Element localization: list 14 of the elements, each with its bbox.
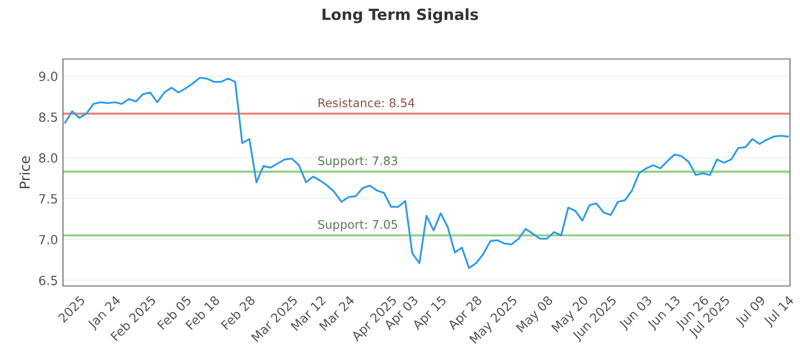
- y-axis-title: Price: [19, 156, 30, 188]
- y-tick-label: 9.0: [39, 72, 58, 82]
- ref-line-label: Support: 7.05: [318, 220, 398, 232]
- ref-line-label: Resistance: 8.54: [318, 98, 414, 108]
- x-tick-label: Jul 14: [762, 294, 796, 328]
- y-tick-label: 6.5: [39, 276, 58, 286]
- y-tick-label: 7.5: [39, 194, 58, 204]
- x-tick-label: Feb 28: [220, 294, 256, 330]
- line-series: [64, 76, 789, 269]
- chart-title: Long Term Signals: [322, 8, 478, 24]
- y-tick-label: 8.0: [39, 153, 58, 163]
- y-tick-label: 8.5: [39, 112, 58, 122]
- ref-line-label: Support: 7.83: [318, 156, 398, 168]
- y-tick-label: 7.0: [39, 234, 58, 244]
